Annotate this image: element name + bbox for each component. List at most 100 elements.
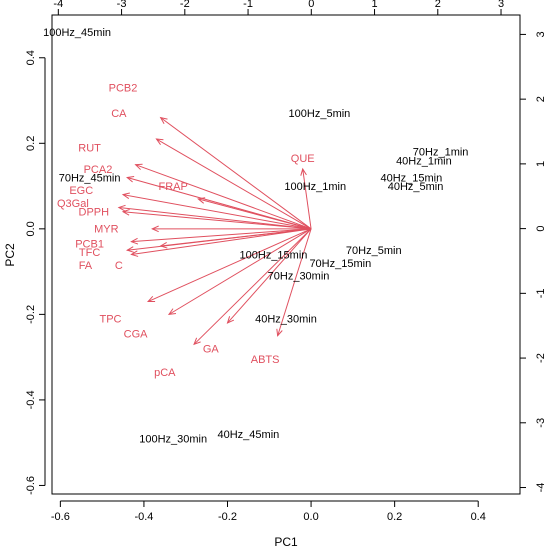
- loading-arrow: [131, 228, 312, 243]
- loading-arrow: [198, 198, 312, 230]
- loading-arrow: [122, 211, 312, 230]
- right-tick-label: 2: [535, 96, 547, 102]
- loading-arrow-head: [300, 167, 307, 176]
- loading-label: FRAP: [159, 181, 188, 193]
- right-tick-label: 1: [535, 161, 547, 167]
- loading-label: C: [115, 260, 123, 272]
- y-axis-label: PC2: [3, 243, 17, 267]
- loading-arrow: [277, 228, 312, 336]
- loading-label: PCA2: [84, 164, 113, 176]
- loading-label: FA: [79, 260, 93, 272]
- loading-label: ABTS: [251, 354, 280, 366]
- y-tick-label: -0.6: [25, 476, 37, 495]
- loading-label: GA: [203, 343, 220, 355]
- observation-label: 40Hz_30min: [255, 314, 317, 326]
- loading-arrow: [160, 117, 312, 230]
- right-tick-label: -2: [535, 353, 547, 363]
- top-tick-label: -4: [53, 0, 63, 10]
- observation-label: 70Hz_5min: [346, 245, 402, 257]
- x-tick-label: 0.2: [387, 511, 402, 523]
- loading-arrow-head: [125, 246, 135, 253]
- top-tick-label: 1: [371, 0, 377, 10]
- observation-label: 70Hz_1min: [413, 147, 469, 159]
- observation-label: 100Hz_5min: [289, 108, 351, 120]
- observation-label: 40Hz_5min: [388, 181, 444, 193]
- loading-label: MYR: [94, 224, 119, 236]
- x-tick-label: 0.4: [471, 511, 486, 523]
- loading-arrow-head: [130, 237, 139, 245]
- y-tick-label: 0.0: [25, 221, 37, 236]
- loading-arrow-head: [276, 328, 283, 337]
- loading-arrow-head: [167, 308, 177, 316]
- right-tick-label: -3: [535, 418, 547, 428]
- observation-label: 40Hz_45min: [218, 429, 280, 441]
- loading-arrow-head: [121, 208, 130, 216]
- loading-label: PCB2: [109, 83, 138, 95]
- loading-arrow-head: [130, 250, 139, 257]
- loading-arrow-head: [151, 225, 159, 233]
- observation-label: 100Hz_30min: [139, 433, 207, 445]
- observation-label: 100Hz_15min: [240, 249, 308, 261]
- right-tick-label: -1: [535, 288, 547, 298]
- observation-label: 100Hz_1min: [284, 181, 346, 193]
- loading-arrow: [160, 228, 312, 247]
- y-tick-label: 0.4: [25, 50, 37, 65]
- top-tick-label: -3: [117, 0, 127, 10]
- loading-label: EGC: [69, 185, 93, 197]
- loading-arrow: [147, 228, 312, 303]
- loading-arrow-head: [117, 204, 126, 212]
- observation-label: 40Hz_1min: [396, 155, 452, 167]
- loading-arrow: [302, 168, 312, 229]
- loading-label: QUE: [291, 153, 315, 165]
- loading-label: PCB1: [75, 239, 104, 251]
- top-tick-label: 3: [498, 0, 504, 10]
- loading-arrow-head: [197, 197, 206, 204]
- loading-arrow: [156, 138, 312, 230]
- loading-label: RUT: [78, 142, 101, 154]
- right-tick-label: 0: [535, 226, 547, 232]
- loading-label: TPC: [100, 314, 122, 326]
- observation-label: 40Hz_15min: [380, 172, 442, 184]
- loading-arrow-head: [126, 175, 135, 183]
- loading-arrow: [193, 228, 312, 345]
- observation-label: 70Hz_15min: [309, 258, 371, 270]
- observation-label: 100Hz_45min: [43, 27, 111, 39]
- x-tick-label: -0.2: [218, 511, 237, 523]
- loading-label: CGA: [124, 328, 149, 340]
- observation-label: 70Hz_30min: [268, 271, 330, 283]
- loading-arrow-head: [155, 138, 164, 145]
- loading-arrow: [118, 206, 312, 230]
- loading-arrow-head: [146, 295, 156, 303]
- axes-layer: -0.6 -0.4 -0.2 0.0 0.2 0.4 -0.6 -0.4 -0.2 0.0 0.2 0…: [25, 0, 547, 523]
- loading-arrow: [131, 228, 312, 255]
- loading-arrow-head: [193, 337, 201, 346]
- loading-arrow: [168, 228, 312, 315]
- loading-arrow-head: [159, 241, 168, 249]
- y-tick-label: -0.4: [25, 390, 37, 409]
- top-tick-label: 2: [435, 0, 441, 10]
- right-tick-label: -4: [535, 483, 547, 493]
- loading-arrow-head: [226, 316, 235, 324]
- top-tick-label: -2: [180, 0, 190, 10]
- top-tick-label: -1: [243, 0, 253, 10]
- y-tick-label: -0.2: [25, 305, 37, 324]
- loading-arrow-head: [121, 192, 130, 199]
- loading-label: CA: [111, 108, 127, 120]
- x-tick-label: -0.4: [134, 511, 153, 523]
- loading-arrow: [227, 228, 312, 324]
- x-axis-label: PC1: [274, 535, 298, 549]
- x-tick-label: -0.6: [51, 511, 70, 523]
- right-tick-label: 3: [535, 31, 547, 37]
- loading-label: DPPH: [79, 207, 110, 219]
- observation-label: 70Hz_45min: [59, 172, 121, 184]
- loading-label: pCA: [154, 367, 176, 379]
- loading-arrow-head: [159, 116, 168, 124]
- loading-label: TFC: [79, 247, 100, 259]
- loading-arrow: [135, 164, 312, 230]
- x-tick-label: 0.0: [303, 511, 318, 523]
- loading-arrow: [122, 194, 312, 230]
- top-tick-label: 0: [308, 0, 314, 10]
